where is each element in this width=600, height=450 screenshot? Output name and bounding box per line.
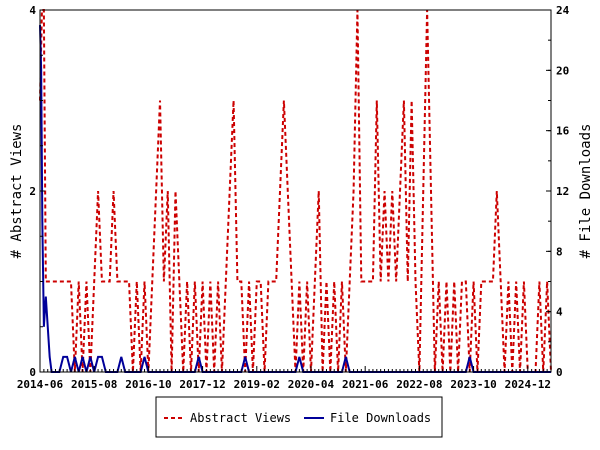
legend-label-file-downloads: File Downloads xyxy=(330,411,431,425)
series-line-abstract-views xyxy=(39,9,552,373)
y-right-tick-label: 24 xyxy=(556,4,570,17)
y-axis-right-title: # File Downloads xyxy=(578,124,594,259)
legend-box xyxy=(155,396,443,438)
y-left-tick-label: 0 xyxy=(29,366,36,379)
plot-background xyxy=(40,10,551,372)
y-left-tick-label: 4 xyxy=(29,4,36,17)
axis-layer: 2014-06 2015-08 2016-10 2017-12 2019-02 2020-… xyxy=(17,4,570,391)
y-axis-left-title: # Abstract Views xyxy=(9,124,25,259)
y-right-tick-label: 12 xyxy=(556,185,569,198)
y-right-tick-label: 20 xyxy=(556,64,569,77)
x-tick-label: 2021-06 xyxy=(342,378,389,391)
x-tick-label: 2015-08 xyxy=(71,378,117,391)
plot-area xyxy=(40,10,551,372)
y-right-tick-label: 0 xyxy=(556,366,563,379)
x-tick-label: 2022-08 xyxy=(396,378,442,391)
x-tick-label: 2020-04 xyxy=(288,378,335,391)
y-left-tick-label: 2 xyxy=(29,185,36,198)
x-tick-label: 2016-10 xyxy=(125,378,171,391)
x-tick-label: 2019-02 xyxy=(234,378,280,391)
x-tick-label: 2024-12 xyxy=(505,378,551,391)
x-tick-label: 2023-10 xyxy=(450,378,496,391)
legend: Abstract Views File Downloads xyxy=(155,396,443,438)
x-tick-label: 2014-06 xyxy=(17,378,64,391)
y-right-tick-label: 8 xyxy=(556,245,563,258)
y-right-tick-label: 4 xyxy=(556,306,563,319)
y-right-tick-label: 16 xyxy=(556,125,570,138)
x-tick-label: 2017-12 xyxy=(179,378,225,391)
legend-label-abstract-views: Abstract Views xyxy=(190,411,291,425)
